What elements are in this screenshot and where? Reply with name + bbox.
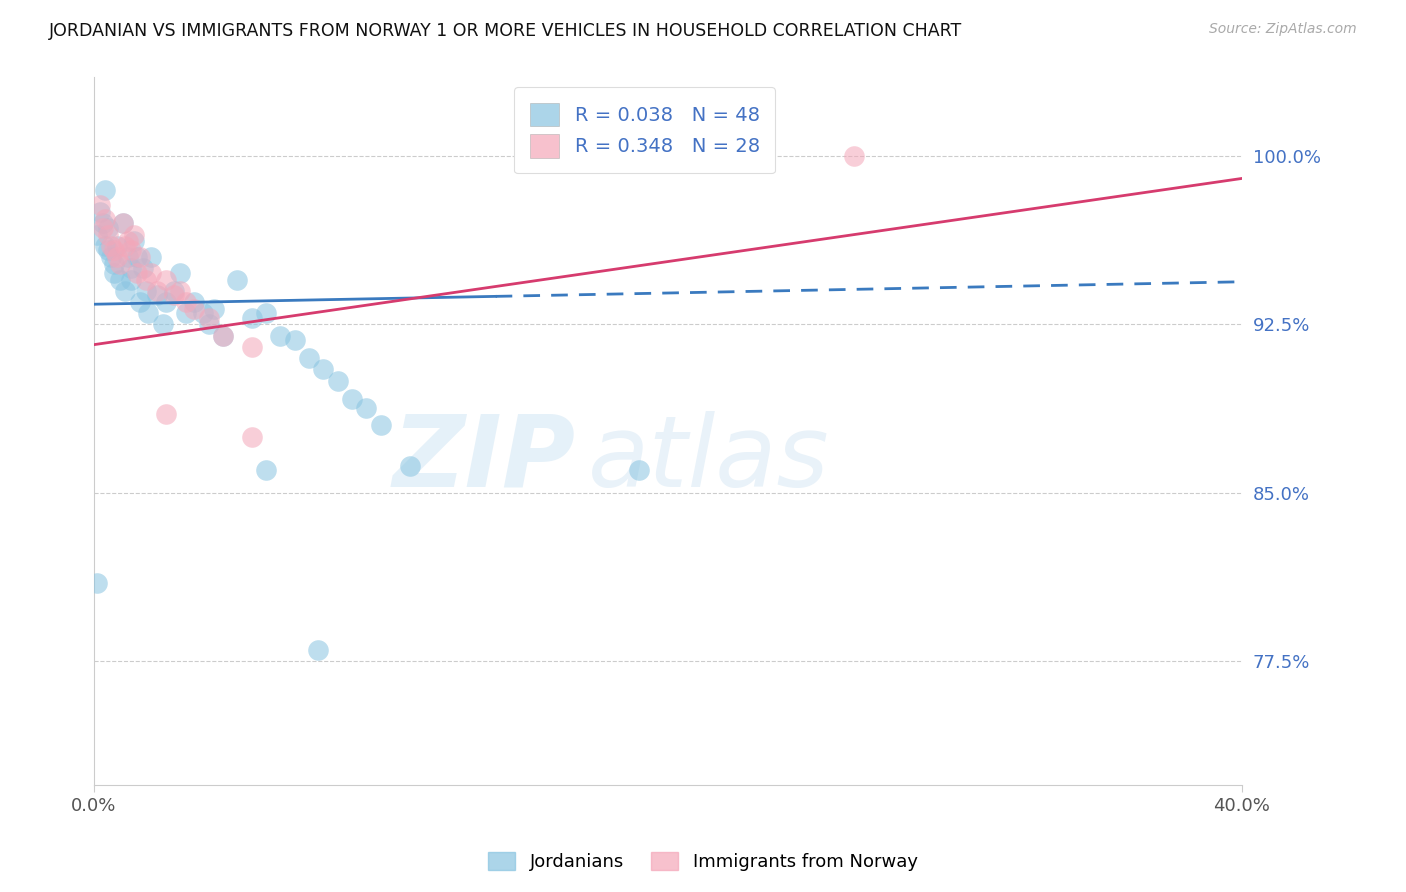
Legend: R = 0.038   N = 48, R = 0.348   N = 28: R = 0.038 N = 48, R = 0.348 N = 28 [515,87,775,174]
Point [155,407,177,421]
Point [240,430,263,444]
Point [141,250,163,264]
Point [340,392,363,406]
Point [844,149,866,163]
Point [152,318,174,332]
Point [86,227,108,242]
Point [269,328,291,343]
Point [89,198,111,212]
Point [541,149,564,163]
Point [240,340,263,354]
Point [97,227,120,242]
Point [141,266,163,280]
Point [128,250,150,264]
Point [105,250,128,264]
Point [86,575,108,590]
Point [105,239,128,253]
Point [125,250,148,264]
Point [284,333,307,347]
Text: JORDANIAN VS IMMIGRANTS FROM NORWAY 1 OR MORE VEHICLES IN HOUSEHOLD CORRELATION : JORDANIAN VS IMMIGRANTS FROM NORWAY 1 OR… [49,22,963,40]
Point [163,288,186,302]
Point [114,239,136,253]
Point [240,310,263,325]
Point [91,220,114,235]
Text: ZIP: ZIP [392,411,576,508]
Point [114,284,136,298]
Point [103,244,125,258]
Point [155,295,177,310]
Point [212,328,235,343]
Point [91,216,114,230]
Point [183,301,205,316]
Point [312,362,335,376]
Point [94,183,117,197]
Point [204,301,226,316]
Point [94,239,117,253]
Point [135,284,157,298]
Point [120,261,142,276]
Point [128,295,150,310]
Point [226,272,249,286]
Point [103,266,125,280]
Point [174,295,197,310]
Text: atlas: atlas [588,411,830,508]
Point [191,306,214,320]
Point [254,306,277,320]
Point [122,235,145,249]
Point [169,284,191,298]
Point [103,257,125,271]
Point [398,458,420,473]
Point [125,266,148,280]
Point [89,205,111,219]
Point [111,216,134,230]
Point [254,463,277,477]
Point [111,216,134,230]
Point [174,306,197,320]
Point [108,257,131,271]
Point [370,418,392,433]
Point [307,643,329,657]
Point [94,211,117,226]
Point [628,463,651,477]
Text: Source: ZipAtlas.com: Source: ZipAtlas.com [1209,22,1357,37]
Point [197,318,219,332]
Y-axis label: 1 or more Vehicles in Household: 1 or more Vehicles in Household [0,297,8,566]
Point [155,272,177,286]
Point [326,374,349,388]
Point [100,239,122,253]
Point [212,328,235,343]
Point [120,272,142,286]
Point [117,250,139,264]
Point [97,244,120,258]
Point [298,351,321,365]
Point [100,250,122,264]
Point [138,306,160,320]
Point [135,272,157,286]
Point [97,220,120,235]
Legend: Jordanians, Immigrants from Norway: Jordanians, Immigrants from Norway [481,845,925,879]
Point [356,401,378,415]
Point [197,310,219,325]
Point [146,288,169,302]
Point [146,284,169,298]
Point [131,261,153,276]
Point [117,235,139,249]
Point [163,284,186,298]
Point [169,266,191,280]
Point [120,244,142,258]
Point [183,295,205,310]
Point [122,227,145,242]
Point [108,272,131,286]
